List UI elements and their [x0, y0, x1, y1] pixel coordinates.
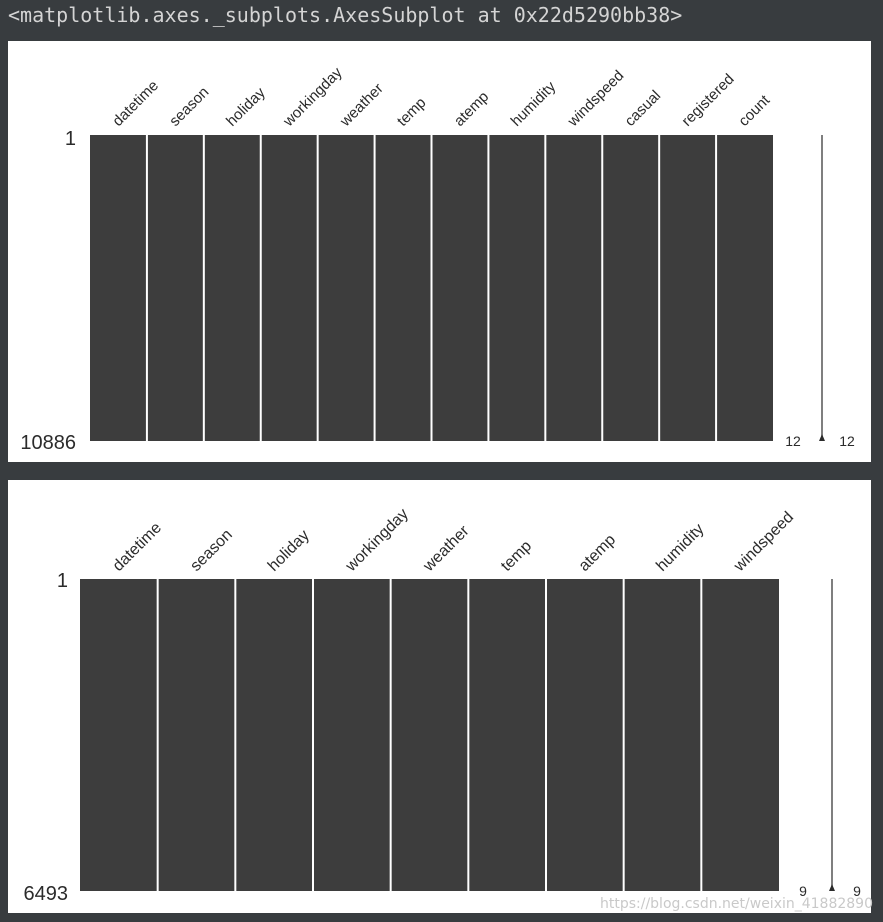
- column-label-atemp: atemp: [451, 88, 493, 130]
- column-label-atemp: atemp: [576, 531, 620, 575]
- matrix-column-weather: [317, 135, 375, 441]
- row-label-bottom: 6493: [24, 883, 69, 905]
- output-repr: <matplotlib.axes._subplots.AxesSubplot a…: [8, 3, 683, 27]
- matrix-column-holiday: [203, 135, 261, 441]
- column-label-windspeed: windspeed: [730, 509, 797, 576]
- matrix-column-windspeed: [545, 135, 603, 441]
- missing-matrix-panel-train: datetime season holiday workingday weather te…: [8, 41, 871, 462]
- column-label-season: season: [166, 84, 212, 130]
- matrix-column-windspeed: [701, 579, 779, 891]
- column-label-windspeed: windspeed: [564, 67, 627, 130]
- matrix-column-season: [146, 135, 204, 441]
- column-label-workingday: workingday: [342, 506, 412, 576]
- matrix-column-holiday: [235, 579, 313, 891]
- column-label-humidity: humidity: [508, 78, 560, 130]
- matrix-column-casual: [602, 135, 660, 441]
- matrix-column-workingday: [313, 579, 391, 891]
- row-label-top: 1: [65, 128, 76, 150]
- column-label-weather: weather: [336, 80, 386, 130]
- row-label-top: 1: [57, 570, 68, 592]
- matrix-column-count: [716, 135, 773, 441]
- column-label-season: season: [187, 526, 236, 575]
- matrix-column-registered: [659, 135, 717, 441]
- sparkline-marker: [829, 884, 835, 891]
- matrix-column-weather: [390, 579, 469, 891]
- row-label-bottom: 10886: [20, 432, 76, 454]
- matrix-column-datetime: [80, 579, 158, 891]
- sparkline-min-label: 12: [785, 433, 801, 449]
- column-label-holiday: holiday: [265, 527, 313, 575]
- missing-matrix-panel-test: datetime season holiday workingday weather te…: [8, 480, 871, 913]
- column-label-temp: temp: [498, 538, 535, 575]
- matrix-column-humidity: [488, 135, 546, 441]
- column-label-workingday: workingday: [279, 64, 346, 131]
- sparkline-min-label: 9: [799, 883, 807, 899]
- matrix-column-season: [157, 579, 236, 891]
- matrix-column-humidity: [623, 579, 702, 891]
- column-label-holiday: holiday: [223, 84, 269, 130]
- matrix-column-temp: [468, 579, 546, 891]
- column-label-registered: registered: [678, 71, 737, 130]
- matrix-column-atemp: [431, 135, 489, 441]
- sparkline-marker: [819, 434, 825, 441]
- missing-matrix-test: datetime season holiday workingday weather te…: [24, 506, 862, 905]
- sparkline-max-label: 9: [853, 883, 861, 899]
- watermark: https://blog.csdn.net/weixin_41882890: [599, 896, 873, 912]
- column-label-humidity: humidity: [653, 521, 707, 575]
- column-label-count: count: [735, 91, 774, 130]
- column-label-weather: weather: [420, 522, 473, 575]
- matrix-column-atemp: [546, 579, 624, 891]
- column-label-temp: temp: [394, 94, 430, 130]
- column-label-datetime: datetime: [110, 519, 165, 574]
- column-label-casual: casual: [622, 87, 665, 130]
- matrix-column-temp: [374, 135, 432, 441]
- column-label-datetime: datetime: [109, 77, 162, 130]
- matrix-column-datetime: [90, 135, 147, 441]
- matrix-column-workingday: [260, 135, 318, 441]
- sparkline-max-label: 12: [839, 433, 855, 449]
